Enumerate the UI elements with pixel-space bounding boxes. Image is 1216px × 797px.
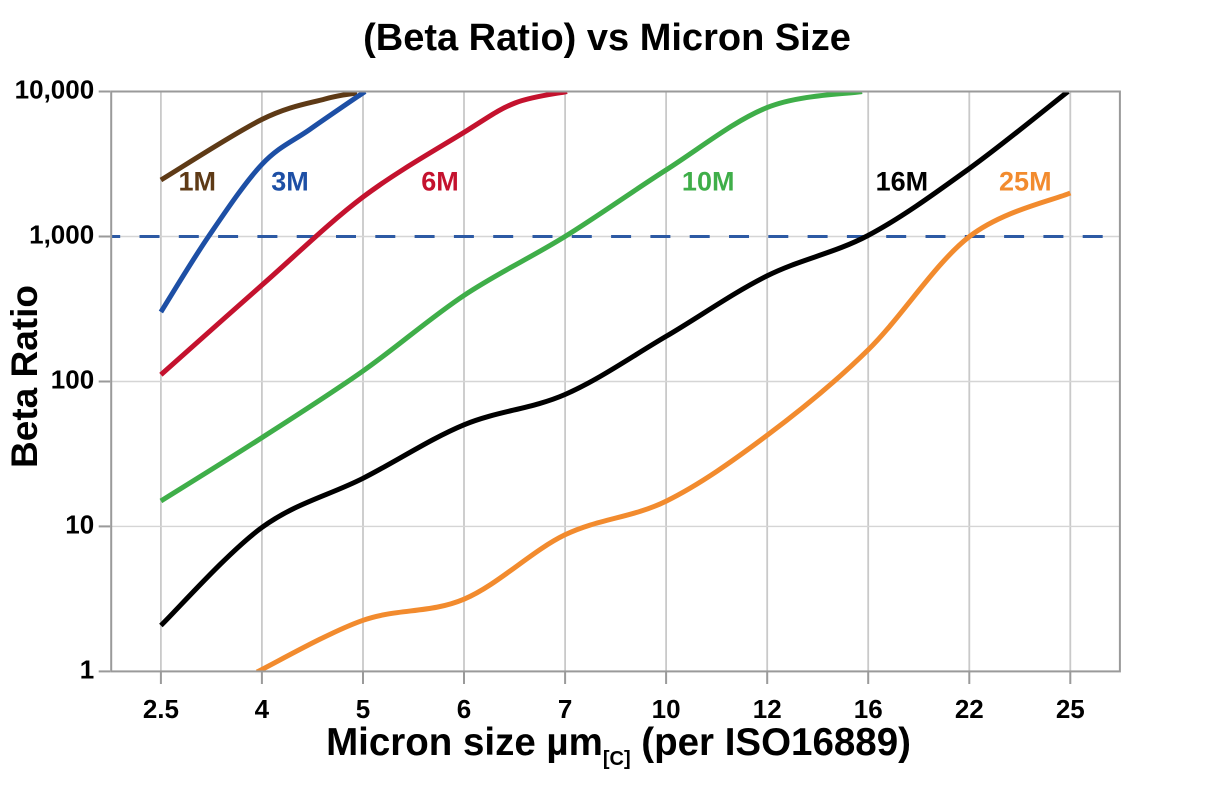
svg-text:10M: 10M <box>682 167 735 197</box>
svg-text:4: 4 <box>255 694 270 724</box>
svg-text:10,000: 10,000 <box>15 75 95 105</box>
svg-text:25M: 25M <box>999 167 1052 197</box>
svg-text:2.5: 2.5 <box>143 694 179 724</box>
svg-text:10: 10 <box>65 509 94 539</box>
svg-text:12: 12 <box>753 694 782 724</box>
svg-text:5: 5 <box>356 694 370 724</box>
svg-text:1M: 1M <box>178 167 216 197</box>
svg-text:(Beta Ratio) vs Micron Size: (Beta Ratio) vs Micron Size <box>363 17 851 59</box>
svg-text:Beta Ratio: Beta Ratio <box>4 285 45 468</box>
svg-text:22: 22 <box>955 694 984 724</box>
svg-text:100: 100 <box>51 365 94 395</box>
svg-text:1,000: 1,000 <box>29 220 94 250</box>
svg-text:6M: 6M <box>421 167 459 197</box>
svg-text:16M: 16M <box>876 167 929 197</box>
svg-text:7: 7 <box>558 694 572 724</box>
svg-text:1: 1 <box>80 654 94 684</box>
svg-text:10: 10 <box>652 694 681 724</box>
svg-text:6: 6 <box>457 694 471 724</box>
svg-text:25: 25 <box>1056 694 1085 724</box>
svg-text:3M: 3M <box>271 167 309 197</box>
svg-text:16: 16 <box>854 694 883 724</box>
svg-text:Micron size µm[C] (per ISO1688: Micron size µm[C] (per ISO16889) <box>326 721 911 770</box>
